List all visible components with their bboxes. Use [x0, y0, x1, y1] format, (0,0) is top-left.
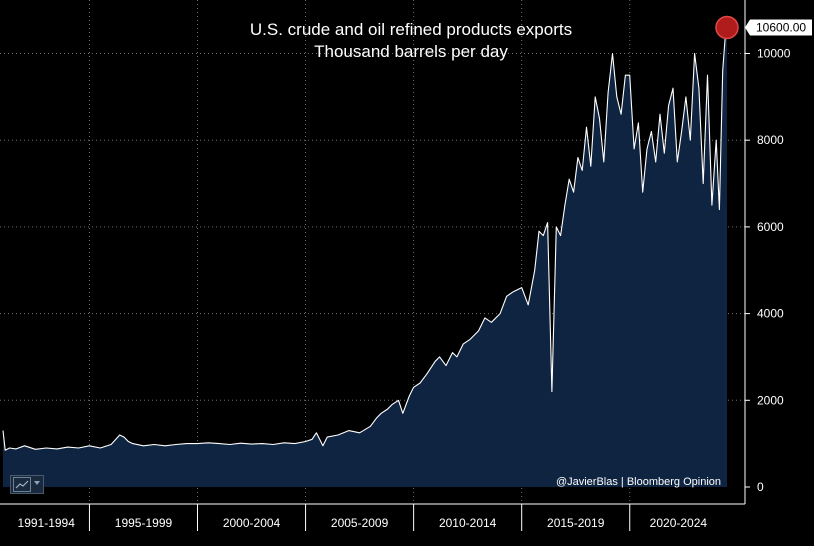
y-tick-label: 0 — [757, 480, 764, 494]
last-value-marker — [715, 15, 739, 40]
x-tick-label: 2020-2024 — [650, 516, 708, 530]
last-value-label: 10600.00 — [756, 20, 806, 34]
line-chart-icon — [13, 477, 31, 492]
last-value-group: 10600.00 — [715, 15, 812, 40]
chevron-down-icon — [34, 481, 40, 485]
x-tick-labels: 1991-1994 1995-1999 2000-2004 2005-2009 2010… — [18, 504, 708, 531]
y-tick-label: 10000 — [757, 47, 791, 61]
x-tick-label: 1995-1999 — [115, 516, 173, 530]
chart-type-button[interactable] — [10, 475, 44, 494]
y-tick-labels: 0 2000 4000 6000 8000 10000 — [745, 47, 791, 494]
x-tick-label: 2015-2019 — [547, 516, 605, 530]
last-value-label-bg — [745, 19, 812, 36]
y-tick-label: 8000 — [757, 133, 784, 147]
x-tick-label: 2005-2009 — [331, 516, 389, 530]
axis-layer — [0, 0, 746, 505]
series-line — [2, 26, 727, 451]
x-tick-label: 2000-2004 — [223, 516, 281, 530]
chart-subtitle: Thousand barrels per day — [314, 42, 508, 61]
chart-title: U.S. crude and oil refined products expo… — [250, 20, 572, 39]
series-area — [3, 27, 727, 487]
y-tick-label: 4000 — [757, 307, 784, 321]
x-tick-label: 2010-2014 — [439, 516, 497, 530]
y-tick-label: 6000 — [757, 220, 784, 234]
y-tick-label: 2000 — [757, 393, 784, 407]
chart-credit: @JavierBlas | Bloomberg Opinion — [556, 476, 721, 488]
x-tick-label: 1991-1994 — [18, 516, 76, 530]
series-layer — [2, 26, 727, 487]
